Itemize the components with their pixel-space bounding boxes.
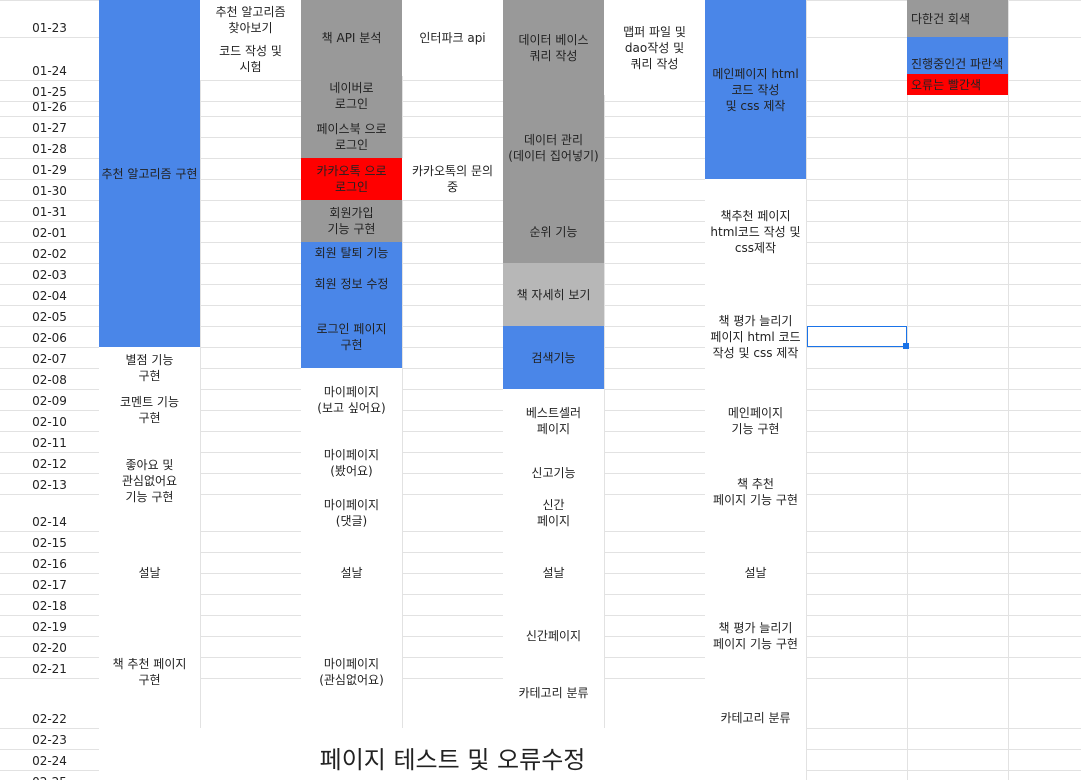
date-cell[interactable]: 02-11 bbox=[32, 436, 67, 450]
task-cell[interactable]: 설날 bbox=[301, 531, 402, 615]
date-cell[interactable]: 02-05 bbox=[32, 310, 67, 324]
task-cell[interactable]: 책 API 분석 bbox=[301, 0, 402, 76]
fill-handle[interactable] bbox=[903, 343, 909, 349]
task-cell[interactable]: 마이페이지 (댓글) bbox=[301, 494, 402, 531]
task-cell[interactable]: 데이터 베이스 쿼리 작성 bbox=[503, 0, 604, 95]
task-cell[interactable]: 추천 알고리즘 구현 bbox=[99, 0, 200, 347]
date-cell[interactable]: 01-27 bbox=[32, 121, 67, 135]
task-cell[interactable]: 코드 작성 및 시험 bbox=[200, 37, 301, 80]
date-cell[interactable]: 02-03 bbox=[32, 268, 67, 282]
date-cell[interactable]: 01-23 bbox=[32, 21, 67, 35]
column-gridline bbox=[806, 0, 807, 780]
date-cell[interactable]: 02-19 bbox=[32, 620, 67, 634]
task-cell[interactable]: 회원 탈퇴 기능 bbox=[301, 242, 402, 263]
task-cell[interactable]: 로그인 페이지 구현 bbox=[301, 305, 402, 368]
task-cell[interactable]: 마이페이지 (보고 싶어요) bbox=[301, 368, 402, 431]
task-cell[interactable]: 카카오톡의 문의 중 bbox=[402, 158, 503, 200]
task-cell[interactable]: 메인페이지 html 코드 작성 및 css 제작 bbox=[705, 0, 806, 179]
date-cell[interactable]: 02-14 bbox=[32, 515, 67, 529]
task-cell[interactable]: 맵퍼 파일 및 dao작성 및 쿼리 작성 bbox=[604, 0, 705, 95]
task-cell[interactable]: 페이지 테스트 및 오류수정 bbox=[99, 728, 806, 780]
date-cell[interactable]: 02-01 bbox=[32, 226, 67, 240]
date-cell[interactable]: 02-13 bbox=[32, 478, 67, 492]
date-cell[interactable]: 02-16 bbox=[32, 557, 67, 571]
task-cell[interactable]: 페이스북 으로 로그인 bbox=[301, 116, 402, 158]
date-cell[interactable]: 02-18 bbox=[32, 599, 67, 613]
date-cell[interactable]: 02-20 bbox=[32, 641, 67, 655]
date-cell[interactable]: 01-31 bbox=[32, 205, 67, 219]
task-cell[interactable]: 설날 bbox=[705, 531, 806, 615]
task-cell[interactable]: 인터파크 api bbox=[402, 0, 503, 76]
task-cell[interactable]: 책 자세히 보기 bbox=[503, 263, 604, 326]
date-cell[interactable]: 01-24 bbox=[32, 64, 67, 78]
date-cell[interactable]: 02-08 bbox=[32, 373, 67, 387]
task-cell[interactable]: 마이페이지 (관심없어요) bbox=[301, 615, 402, 728]
date-cell[interactable]: 02-17 bbox=[32, 578, 67, 592]
task-cell[interactable]: 추천 알고리즘 찾아보기 bbox=[200, 0, 301, 37]
task-cell[interactable]: 책 평가 늘리기 페이지 html 코드 작성 및 css 제작 bbox=[705, 284, 806, 389]
task-cell[interactable]: 별점 기능 구현 bbox=[99, 347, 200, 389]
task-cell[interactable]: 순위 기능 bbox=[503, 200, 604, 263]
date-cell[interactable]: 02-25 bbox=[0, 770, 99, 780]
task-cell[interactable]: 책 추천 페이지 구현 bbox=[99, 615, 200, 728]
date-cell[interactable]: 01-29 bbox=[32, 163, 67, 177]
date-cell[interactable]: 02-06 bbox=[32, 331, 67, 345]
task-cell[interactable]: 메인페이지 기능 구현 bbox=[705, 389, 806, 452]
date-cell[interactable]: 01-26 bbox=[32, 100, 67, 114]
column-gridline bbox=[200, 0, 201, 780]
date-cell[interactable]: 02-04 bbox=[32, 289, 67, 303]
task-cell[interactable]: 네이버로 로그인 bbox=[301, 76, 402, 116]
date-cell[interactable]: 02-10 bbox=[32, 415, 67, 429]
task-cell[interactable]: 마이페이지 (봤어요) bbox=[301, 431, 402, 494]
date-cell[interactable]: 01-25 bbox=[32, 85, 67, 99]
task-cell[interactable]: 카테고리 분류 bbox=[705, 657, 806, 728]
date-cell[interactable]: 02-07 bbox=[32, 352, 67, 366]
column-gridline bbox=[604, 0, 605, 780]
date-cell[interactable]: 01-30 bbox=[32, 184, 67, 198]
selected-cell[interactable] bbox=[807, 326, 907, 347]
task-cell[interactable]: 좋아요 및 관심없어요 기능 구현 bbox=[99, 431, 200, 531]
date-cell[interactable]: 02-22 bbox=[32, 712, 67, 726]
date-cell[interactable]: 02-24 bbox=[32, 754, 67, 768]
task-cell[interactable]: 회원 정보 수정 bbox=[301, 263, 402, 305]
task-cell[interactable]: 신고기능 bbox=[503, 452, 604, 494]
task-cell[interactable]: 검색기능 bbox=[503, 326, 604, 389]
date-cell[interactable]: 01-28 bbox=[32, 142, 67, 156]
legend-cell[interactable]: 다한건 회색 bbox=[907, 0, 1008, 37]
legend-cell[interactable]: 진행중인건 파란색 bbox=[907, 37, 1008, 74]
column-gridline bbox=[1008, 0, 1009, 780]
column-gridline bbox=[402, 0, 403, 780]
task-cell[interactable]: 코멘트 기능 구현 bbox=[99, 389, 200, 431]
task-cell[interactable]: 카카오톡 으로 로그인 bbox=[301, 158, 402, 200]
task-cell[interactable]: 설날 bbox=[503, 531, 604, 615]
task-cell[interactable]: 설날 bbox=[99, 531, 200, 615]
date-cell[interactable]: 02-21 bbox=[32, 662, 67, 676]
legend-cell[interactable]: 오류는 빨간색 bbox=[907, 74, 1008, 95]
date-cell[interactable]: 02-12 bbox=[32, 457, 67, 471]
task-cell[interactable]: 신간페이지 bbox=[503, 615, 604, 657]
date-cell[interactable]: 02-23 bbox=[32, 733, 67, 747]
task-cell[interactable]: 카테고리 분류 bbox=[503, 657, 604, 728]
date-cell[interactable]: 02-09 bbox=[32, 394, 67, 408]
task-cell[interactable]: 책 추천 페이지 기능 구현 bbox=[705, 452, 806, 531]
column-gridline bbox=[907, 0, 908, 780]
task-cell[interactable]: 베스트셀러 페이지 bbox=[503, 389, 604, 452]
date-cell[interactable]: 02-02 bbox=[32, 247, 67, 261]
date-cell[interactable]: 02-15 bbox=[32, 536, 67, 550]
task-cell[interactable]: 회원가입 기능 구현 bbox=[301, 200, 402, 242]
task-cell[interactable]: 신간 페이지 bbox=[503, 494, 604, 531]
task-cell[interactable]: 책 평가 늘리기 페이지 기능 구현 bbox=[705, 615, 806, 657]
task-cell[interactable]: 책추천 페이지 html코드 작성 및 css제작 bbox=[705, 179, 806, 284]
task-cell[interactable]: 데이터 관리 (데이터 집어넣기) bbox=[503, 95, 604, 200]
